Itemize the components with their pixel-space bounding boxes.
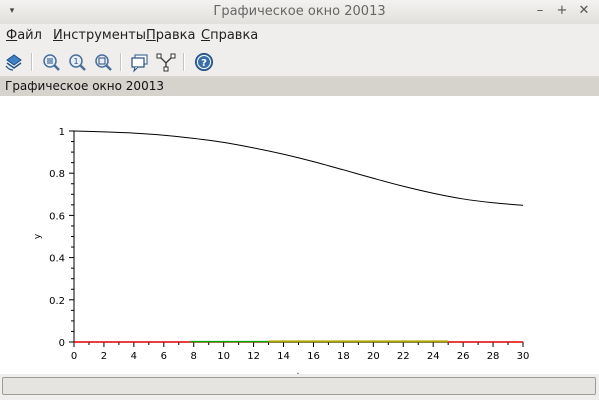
x-tick-label: 22 <box>397 351 410 362</box>
x-tick-label: 8 <box>191 351 197 362</box>
x-tick-label: 16 <box>307 351 320 362</box>
chart-axes <box>69 130 524 347</box>
x-tick-label: 18 <box>337 351 350 362</box>
chart-labels: 0 2 4 6 8 10 12 14 16 18 20 22 24 26 28 3000.20.40.60.8… <box>33 127 530 382</box>
datatip-icon[interactable] <box>129 51 151 73</box>
menu-bar: Файл Инструменты Правка Справка <box>0 24 599 48</box>
close-icon[interactable]: ✕ <box>578 3 590 18</box>
toolbar-separator <box>183 53 185 71</box>
y-tick-label: 0.2 <box>49 296 65 307</box>
toolbar-separator <box>31 53 33 71</box>
y-tick-label: 0.6 <box>49 211 65 222</box>
toolbar-separator <box>120 53 122 71</box>
y-tick-label: 1 <box>59 127 65 138</box>
y-tick-label: 0 <box>59 338 65 349</box>
x-tick-label: 10 <box>217 351 230 362</box>
toolbar: 1 ? <box>0 48 599 77</box>
status-bar <box>0 374 599 400</box>
figure-label: Графическое окно 20013 <box>0 77 599 96</box>
zoom-1-icon[interactable]: 1 <box>66 51 88 73</box>
status-field <box>2 377 596 395</box>
x-tick-label: 0 <box>71 351 77 362</box>
x-tick-label: 28 <box>487 351 500 362</box>
x-tick-label: 20 <box>367 351 380 362</box>
svg-text:?: ? <box>201 58 207 69</box>
line-chart[interactable]: 0 2 4 6 8 10 12 14 16 18 20 22 24 26 28 3000.20.40.60.8… <box>0 96 599 382</box>
x-tick-label: 12 <box>247 351 260 362</box>
help-icon[interactable]: ? <box>193 51 215 73</box>
datatip-editor-icon[interactable] <box>155 51 177 73</box>
menu-tools[interactable]: Инструменты <box>53 28 147 43</box>
y-axis-label: y <box>33 233 43 239</box>
x-tick-label: 6 <box>161 351 167 362</box>
plot-area[interactable]: 0 2 4 6 8 10 12 14 16 18 20 22 24 26 28 30 0 0.2 0.4 0.6 0.8… <box>0 96 599 382</box>
y-tick-label: 0.8 <box>49 169 65 180</box>
x-tick-label: 26 <box>457 351 470 362</box>
menu-edit[interactable]: Правка <box>146 28 196 43</box>
menu-help[interactable]: Справка <box>201 28 259 43</box>
x-tick-label: 14 <box>277 351 290 362</box>
svg-text:1: 1 <box>73 57 78 66</box>
series-line-0 <box>73 130 524 206</box>
x-tick-label: 2 <box>101 351 107 362</box>
x-tick-label: 24 <box>427 351 440 362</box>
zoom-grid-icon[interactable] <box>40 51 62 73</box>
menu-file[interactable]: Файл <box>6 28 42 43</box>
y-tick-label: 0.4 <box>49 254 65 265</box>
x-tick-label: 30 <box>517 351 530 362</box>
chart-series <box>73 130 524 343</box>
title-bar: ▾ Графическое окно 20013 – + ✕ <box>0 0 599 25</box>
minimize-icon[interactable]: – <box>536 3 544 18</box>
maximize-icon[interactable]: + <box>556 3 568 18</box>
zoom-area-icon[interactable] <box>92 51 114 73</box>
window-title: Графическое окно 20013 <box>213 4 386 19</box>
x-tick-label: 4 <box>131 351 137 362</box>
window-menu-icon[interactable]: ▾ <box>9 6 15 16</box>
rotate-icon[interactable] <box>3 51 25 73</box>
